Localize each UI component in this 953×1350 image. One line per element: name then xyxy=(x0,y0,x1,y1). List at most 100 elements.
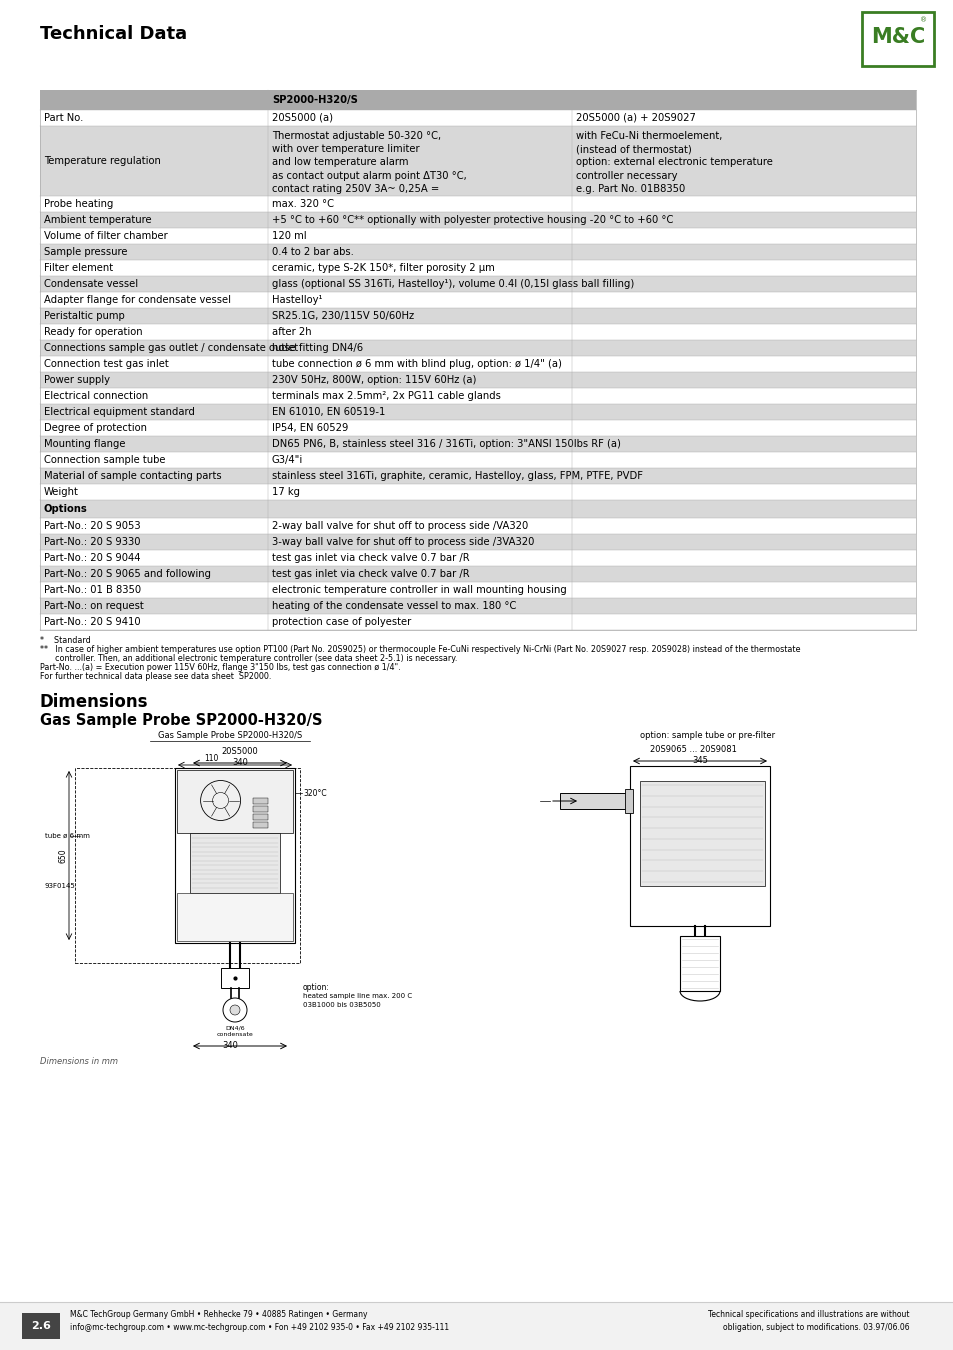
Bar xyxy=(624,788,633,813)
Bar xyxy=(40,420,915,436)
Circle shape xyxy=(223,998,247,1022)
Bar xyxy=(40,109,915,126)
Bar xyxy=(253,806,268,811)
Circle shape xyxy=(230,1004,240,1015)
Bar xyxy=(40,212,915,228)
Text: Power supply: Power supply xyxy=(44,375,110,385)
Text: Part-No.: 20 S 9053: Part-No.: 20 S 9053 xyxy=(44,521,140,531)
Text: Technical specifications and illustrations are without
obligation, subject to mo: Technical specifications and illustratio… xyxy=(708,1310,909,1331)
Bar xyxy=(40,261,915,275)
Bar xyxy=(40,582,915,598)
Text: Dimensions: Dimensions xyxy=(40,693,149,711)
Text: 120 ml: 120 ml xyxy=(272,231,306,242)
Text: +5 °C to +60 °C** optionally with polyester protective housing -20 °C to +60 °C: +5 °C to +60 °C** optionally with polyes… xyxy=(272,215,673,225)
FancyBboxPatch shape xyxy=(862,12,933,66)
Text: option: sample tube or pre-filter: option: sample tube or pre-filter xyxy=(639,730,774,740)
Bar xyxy=(40,340,915,356)
Text: option:: option: xyxy=(303,983,330,992)
Text: 345: 345 xyxy=(691,756,707,765)
Bar xyxy=(40,518,915,535)
Text: hose fitting DN4/6: hose fitting DN4/6 xyxy=(272,343,363,352)
Text: ®: ® xyxy=(920,18,926,23)
Text: Ambient temperature: Ambient temperature xyxy=(44,215,152,225)
Text: electronic temperature controller in wall mounting housing: electronic temperature controller in wal… xyxy=(272,585,566,595)
Text: 20S5000: 20S5000 xyxy=(221,747,258,756)
Bar xyxy=(40,292,915,308)
Text: 340: 340 xyxy=(222,1041,237,1050)
Bar xyxy=(40,275,915,292)
Text: Gas Sample Probe SP2000-H320/S: Gas Sample Probe SP2000-H320/S xyxy=(40,713,322,728)
Text: Sample pressure: Sample pressure xyxy=(44,247,128,256)
Text: SP2000-H320/S: SP2000-H320/S xyxy=(272,95,357,105)
Bar xyxy=(40,598,915,614)
Text: DN65 PN6, B, stainless steel 316 / 316Ti, option: 3"ANSI 150lbs RF (a): DN65 PN6, B, stainless steel 316 / 316Ti… xyxy=(272,439,620,450)
Text: Mounting flange: Mounting flange xyxy=(44,439,126,450)
Bar xyxy=(40,566,915,582)
Bar xyxy=(40,500,915,518)
Text: Material of sample contacting parts: Material of sample contacting parts xyxy=(44,471,221,481)
Bar xyxy=(679,936,720,991)
Bar xyxy=(40,196,915,212)
Bar xyxy=(40,308,915,324)
Text: 320°C: 320°C xyxy=(303,788,326,798)
Text: ceramic, type S-2K 150*, filter porosity 2 μm: ceramic, type S-2K 150*, filter porosity… xyxy=(272,263,495,273)
Bar xyxy=(40,436,915,452)
Text: controller. Then, an additional electronic temperature controller (see data shee: controller. Then, an additional electron… xyxy=(40,653,456,663)
Text: 650: 650 xyxy=(58,848,68,863)
Text: Part-No.: 01 B 8350: Part-No.: 01 B 8350 xyxy=(44,585,141,595)
Bar xyxy=(253,814,268,819)
Bar xyxy=(40,324,915,340)
Bar xyxy=(40,535,915,549)
Bar xyxy=(40,228,915,244)
Bar xyxy=(174,768,294,944)
Bar xyxy=(40,485,915,500)
Text: Gas Sample Probe SP2000-H320/S: Gas Sample Probe SP2000-H320/S xyxy=(157,730,302,740)
Text: glass (optional SS 316Ti, Hastelloy¹), volume 0.4l (0,15l glass ball filling): glass (optional SS 316Ti, Hastelloy¹), v… xyxy=(272,279,634,289)
Text: Connections sample gas outlet / condensate outlet: Connections sample gas outlet / condensa… xyxy=(44,343,297,352)
Text: 340: 340 xyxy=(232,757,248,767)
Bar xyxy=(177,769,293,833)
Bar xyxy=(190,833,280,892)
Text: Electrical equipment standard: Electrical equipment standard xyxy=(44,406,194,417)
Text: condensate: condensate xyxy=(216,1031,253,1037)
Text: M&C TechGroup Germany GmbH • Rehhecke 79 • 40885 Ratingen • Germany
info@mc-tech: M&C TechGroup Germany GmbH • Rehhecke 79… xyxy=(70,1310,449,1331)
Bar xyxy=(177,892,293,941)
Text: tube connection ø 6 mm with blind plug, option: ø 1/4" (a): tube connection ø 6 mm with blind plug, … xyxy=(272,359,561,369)
Bar xyxy=(629,765,769,926)
Text: heated sample line max. 200 C: heated sample line max. 200 C xyxy=(303,994,412,999)
Text: Dimensions in mm: Dimensions in mm xyxy=(40,1057,118,1066)
Bar xyxy=(253,822,268,828)
Text: 20S9065 ... 20S9081: 20S9065 ... 20S9081 xyxy=(649,745,736,755)
Text: 93F0145: 93F0145 xyxy=(45,883,75,888)
Text: Ready for operation: Ready for operation xyxy=(44,327,143,338)
Text: G3/4"i: G3/4"i xyxy=(272,455,303,464)
Bar xyxy=(22,1314,60,1339)
Text: IP54, EN 60529: IP54, EN 60529 xyxy=(272,423,348,433)
Bar xyxy=(253,798,268,805)
Text: Probe heating: Probe heating xyxy=(44,198,113,209)
Text: Peristaltic pump: Peristaltic pump xyxy=(44,310,125,321)
Text: Part-No.: 20 S 9044: Part-No.: 20 S 9044 xyxy=(44,554,140,563)
Text: stainless steel 316Ti, graphite, ceramic, Hastelloy, glass, FPM, PTFE, PVDF: stainless steel 316Ti, graphite, ceramic… xyxy=(272,471,642,481)
Text: For further technical data please see data sheet  SP2000.: For further technical data please see da… xyxy=(40,672,271,680)
Text: *    Standard: * Standard xyxy=(40,636,91,645)
Text: Part-No. ...(a) = Execution power 115V 60Hz, flange 3"150 lbs, test gas connecti: Part-No. ...(a) = Execution power 115V 6… xyxy=(40,663,400,672)
Text: 20S5000 (a) + 20S9027: 20S5000 (a) + 20S9027 xyxy=(576,113,695,123)
Bar xyxy=(40,373,915,387)
Text: Connection sample tube: Connection sample tube xyxy=(44,455,165,464)
Text: 3-way ball valve for shut off to process side /3VA320: 3-way ball valve for shut off to process… xyxy=(272,537,534,547)
Text: 230V 50Hz, 800W, option: 115V 60Hz (a): 230V 50Hz, 800W, option: 115V 60Hz (a) xyxy=(272,375,476,385)
Text: DN4/6: DN4/6 xyxy=(225,1025,245,1030)
Text: 20S5000 (a): 20S5000 (a) xyxy=(272,113,333,123)
Text: 17 kg: 17 kg xyxy=(272,487,299,497)
Bar xyxy=(40,549,915,566)
Bar xyxy=(221,968,249,988)
Bar xyxy=(40,244,915,261)
Text: Thermostat adjustable 50-320 °C,
with over temperature limiter
and low temperatu: Thermostat adjustable 50-320 °C, with ov… xyxy=(272,131,466,194)
Text: Volume of filter chamber: Volume of filter chamber xyxy=(44,231,168,242)
Text: Options: Options xyxy=(44,504,88,514)
Bar xyxy=(40,614,915,630)
Text: with FeCu-Ni thermoelement,
(instead of thermostat)
option: external electronic : with FeCu-Ni thermoelement, (instead of … xyxy=(576,131,772,194)
Bar xyxy=(639,782,764,886)
Bar xyxy=(40,387,915,404)
